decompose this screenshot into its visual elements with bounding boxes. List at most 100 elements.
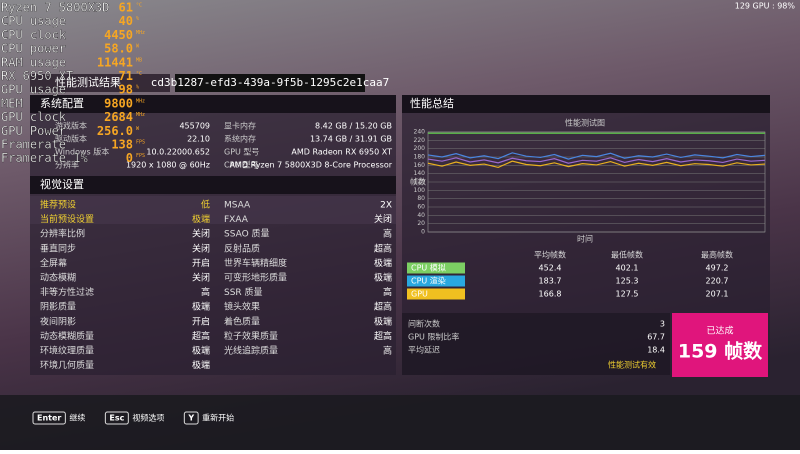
- graph-title: 性能测试图: [565, 118, 605, 128]
- column-header: 最高帧数: [701, 250, 733, 260]
- osd-label: GPU Power: [1, 124, 66, 138]
- y-tick-label: 60: [417, 204, 425, 211]
- setting-label: 镜头效果: [224, 301, 260, 313]
- setting-value: 极端: [192, 359, 210, 371]
- graph-ylabel: 帧数: [410, 177, 426, 187]
- osd-unit: FPS: [136, 140, 145, 146]
- osd-label: CPU clock: [1, 28, 67, 42]
- key-box[interactable]: [32, 411, 66, 425]
- setting-label: 分辨率比例: [40, 228, 85, 240]
- system-value: 455709: [179, 122, 210, 131]
- row-value: 207.1: [706, 290, 729, 299]
- system-value: 22.10: [187, 135, 210, 144]
- setting-label: 着色质量: [224, 315, 260, 327]
- badge: [672, 313, 768, 377]
- row-value: 127.5: [616, 290, 639, 299]
- setting-label: 垂直同步: [40, 242, 76, 254]
- footer-bar: [0, 395, 800, 450]
- plot-frame: [427, 131, 766, 233]
- summary-title-bar: [402, 95, 770, 113]
- setting-label: 动态模糊质量: [40, 330, 94, 342]
- setting-value: 超高: [374, 242, 392, 254]
- system-label: 系统内存: [224, 134, 256, 144]
- setting-value: 极端: [374, 315, 392, 327]
- corner-stat: 129 GPU : 98%: [735, 2, 796, 11]
- key-box[interactable]: [183, 411, 199, 425]
- system-value: 10.0.22000.652: [146, 148, 210, 157]
- row-value: 183.7: [539, 277, 562, 286]
- osd-label: RX 6950 XT: [1, 69, 73, 83]
- row-value: 166.8: [539, 290, 562, 299]
- header-title: 性能测试结果: [55, 75, 121, 89]
- visual-title: 视觉设置: [40, 177, 84, 191]
- setting-label: 非等方性过滤: [40, 286, 94, 298]
- osd-label: RAM usage: [1, 55, 66, 69]
- osd-value: 0: [126, 151, 133, 165]
- row-chip: [407, 262, 465, 274]
- setting-value: 极端: [374, 257, 392, 269]
- setting-label: 环境纹理质量: [40, 345, 94, 357]
- badge-caption: 已达成: [706, 325, 733, 337]
- system-label: CPU 型号: [224, 161, 259, 170]
- system-label: 显卡内存: [224, 121, 256, 131]
- system-label: 分辨率: [55, 160, 79, 170]
- visual-title-bar: [30, 176, 396, 194]
- row-value: 497.2: [706, 264, 729, 273]
- key-action: 继续: [69, 413, 85, 423]
- key-action: 视频选项: [132, 413, 164, 423]
- setting-label: 反射品质: [224, 242, 260, 254]
- setting-label: 全屏幕: [40, 257, 67, 269]
- system-title-bar: [30, 95, 396, 113]
- row-name: GPU: [411, 290, 428, 299]
- system-label: Windows 版本: [55, 147, 109, 157]
- y-tick-label: 40: [417, 212, 425, 219]
- setting-label: 可变形地形质量: [224, 272, 287, 284]
- stat-label: 平均延迟: [408, 345, 440, 355]
- valid-text: 性能测试有效: [608, 360, 656, 370]
- left-panel: [30, 95, 396, 375]
- setting-value: 低: [201, 199, 210, 211]
- system-value: AMD Radeon RX 6950 XT: [291, 148, 392, 157]
- osd-value: 138: [111, 138, 133, 152]
- graph-line: [427, 160, 766, 169]
- preset-highlight: [30, 196, 396, 224]
- setting-label: SSR 质量: [224, 286, 263, 298]
- osd-label: CPU usage: [1, 14, 66, 28]
- row-value: 220.7: [706, 277, 729, 286]
- y-tick-label: 20: [417, 220, 425, 227]
- key-label: Y: [187, 414, 194, 423]
- setting-label: 夜间阴影: [40, 315, 76, 327]
- graph-line: [427, 157, 766, 164]
- system-label: GPU 型号: [224, 148, 259, 157]
- setting-value: 超高: [374, 301, 392, 313]
- setting-label: 世界车辆精细度: [224, 257, 287, 269]
- system-label: 驱动版本: [55, 134, 87, 144]
- row-value: 452.4: [539, 264, 562, 273]
- osd-unit: W: [136, 126, 140, 132]
- osd-unit: W: [136, 44, 140, 50]
- stat-label: 间断次数: [408, 319, 440, 329]
- system-value: 8.42 GB / 15.20 GB: [315, 122, 392, 131]
- stat-value: 3: [660, 320, 665, 329]
- osd-value: 4450: [104, 28, 133, 42]
- setting-label: MSAA: [224, 201, 251, 211]
- setting-value: 关闭: [192, 228, 210, 240]
- setting-label: SSAO 质量: [224, 228, 270, 240]
- stat-label: GPU 限制比率: [408, 332, 459, 342]
- osd-label: CPU power: [1, 42, 66, 56]
- column-header: 最低帧数: [611, 250, 643, 260]
- stat-value: 67.7: [647, 333, 665, 342]
- system-label: 游戏版本: [55, 121, 87, 131]
- setting-value: 极端: [192, 213, 210, 225]
- y-tick-label: 220: [414, 137, 426, 144]
- system-value: AMD Ryzen 7 5800X3D 8-Core Processor: [230, 161, 393, 170]
- setting-value: 关闭: [192, 242, 210, 254]
- osd-value: 2684: [104, 110, 133, 124]
- osd-value: 256.0: [97, 124, 133, 138]
- header-id: cd3b1287-efd3-439a-9f5b-1295c2e1caa7: [151, 76, 389, 89]
- osd-value: 61: [119, 1, 133, 15]
- y-tick-label: 140: [414, 170, 426, 177]
- key-box[interactable]: [104, 411, 129, 425]
- setting-value: 极端: [192, 301, 210, 313]
